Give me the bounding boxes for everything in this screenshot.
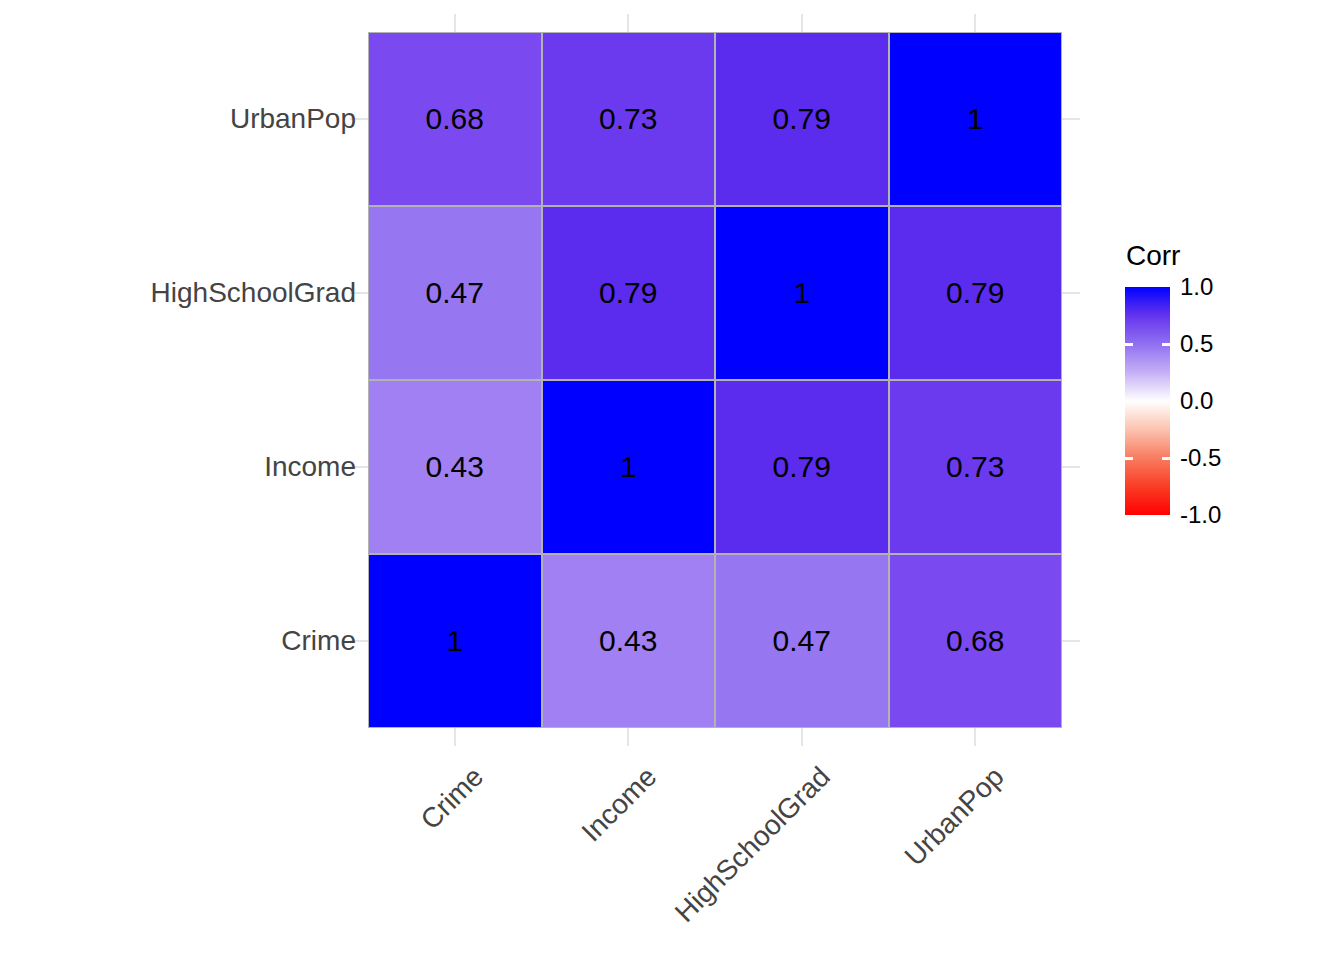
correlation-heatmap-figure: 0.680.730.7910.470.7910.790.4310.790.731… xyxy=(0,0,1344,960)
colorbar-tick--0.5 xyxy=(1125,457,1133,460)
heatmap-cell-Income-HighSchoolGrad: 0.79 xyxy=(715,380,889,554)
heatmap-cell-Crime-Income: 0.43 xyxy=(542,554,716,728)
heatmap-cell-Income-UrbanPop: 0.73 xyxy=(889,380,1063,554)
heatmap-cell-Income-Crime: 0.43 xyxy=(368,380,542,554)
y-axis-label-Income: Income xyxy=(0,447,356,487)
y-axis-label-UrbanPop: UrbanPop xyxy=(0,99,356,139)
legend-title: Corr xyxy=(1126,240,1180,272)
y-axis-label-HighSchoolGrad: HighSchoolGrad xyxy=(0,273,356,313)
colorbar-tick-0.5 xyxy=(1162,343,1170,346)
legend-tick-label-0.5: 0.5 xyxy=(1180,330,1213,358)
heatmap-cell-HighSchoolGrad-Income: 0.79 xyxy=(542,206,716,380)
legend-tick-label-1.0: 1.0 xyxy=(1180,273,1213,301)
y-axis-label-Crime: Crime xyxy=(0,621,356,661)
heatmap-cell-HighSchoolGrad-Crime: 0.47 xyxy=(368,206,542,380)
heatmap-cell-UrbanPop-Income: 0.73 xyxy=(542,32,716,206)
legend: Corr 1.0 0.5 0.0 -0.5 -1.0 xyxy=(1125,240,1335,540)
heatmap-cell-Income-Income: 1 xyxy=(542,380,716,554)
heatmap-cell-Crime-Crime: 1 xyxy=(368,554,542,728)
x-axis-label-UrbanPop: UrbanPop xyxy=(898,760,1011,873)
x-axis-label-Income: Income xyxy=(575,760,664,849)
heatmap-cell-UrbanPop-HighSchoolGrad: 0.79 xyxy=(715,32,889,206)
heatmap-cell-UrbanPop-Crime: 0.68 xyxy=(368,32,542,206)
colorbar-tick-0.5 xyxy=(1125,343,1133,346)
heatmap-cell-Crime-UrbanPop: 0.68 xyxy=(889,554,1063,728)
legend-tick-label--0.5: -0.5 xyxy=(1180,444,1221,472)
heatmap-cell-HighSchoolGrad-HighSchoolGrad: 1 xyxy=(715,206,889,380)
colorbar-tick--0.5 xyxy=(1162,457,1170,460)
heatmap-cell-Crime-HighSchoolGrad: 0.47 xyxy=(715,554,889,728)
x-axis-label-Crime: Crime xyxy=(414,760,491,837)
legend-colorbar xyxy=(1125,287,1170,515)
legend-tick-label-0.0: 0.0 xyxy=(1180,387,1213,415)
heatmap-tiles: 0.680.730.7910.470.7910.790.4310.790.731… xyxy=(368,32,1062,728)
heatmap-cell-UrbanPop-UrbanPop: 1 xyxy=(889,32,1063,206)
x-axis-label-HighSchoolGrad: HighSchoolGrad xyxy=(668,760,837,929)
heatmap-cell-HighSchoolGrad-UrbanPop: 0.79 xyxy=(889,206,1063,380)
legend-tick-label--1.0: -1.0 xyxy=(1180,501,1221,529)
plot-panel: 0.680.730.7910.470.7910.790.4310.790.731… xyxy=(350,14,1080,746)
